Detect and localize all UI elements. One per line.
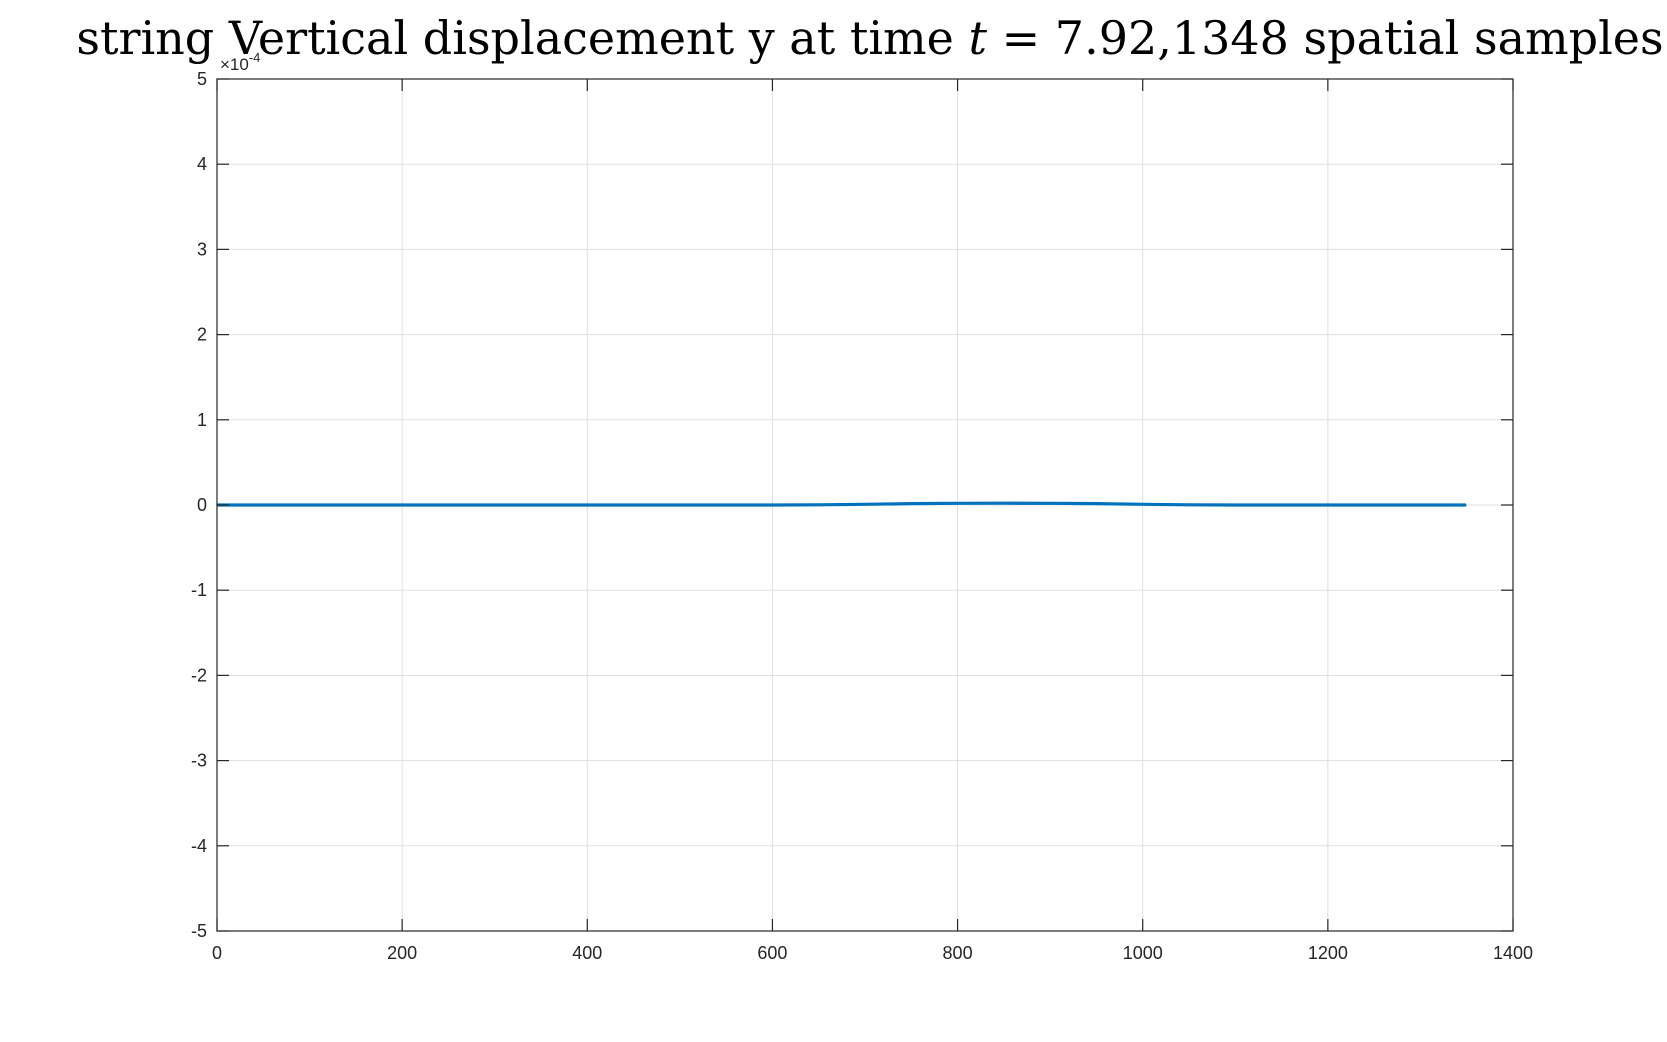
- y-tick-label: -4: [191, 836, 207, 856]
- series-line: [216, 501, 1467, 507]
- y-tick-label: -3: [191, 751, 207, 771]
- y-tick-label: 5: [197, 69, 207, 89]
- y-tick-label: 0: [197, 495, 207, 515]
- x-tick-label: 1200: [1308, 943, 1348, 963]
- y-tick-label: 4: [197, 154, 207, 174]
- tick-marks: [216, 78, 1514, 932]
- x-tick-label: 800: [943, 943, 973, 963]
- x-tick-label: 1400: [1493, 943, 1533, 963]
- y-axis-tick-labels: -5 -4 -3 -2 -1 0 1 2 3 4 5: [191, 69, 207, 941]
- x-axis-tick-labels: 0 200 400 600 800 1000 1200 1400: [212, 943, 1533, 963]
- y-tick-label: 1: [197, 410, 207, 430]
- series-layer: [216, 501, 1467, 507]
- y-tick-label: -1: [191, 580, 207, 600]
- x-tick-label: 0: [212, 943, 222, 963]
- y-tick-label: 3: [197, 239, 207, 259]
- x-tick-label: 200: [387, 943, 417, 963]
- y-tick-label: -5: [191, 921, 207, 941]
- x-tick-label: 400: [572, 943, 602, 963]
- chart-title: string Vertical displacement y at time t…: [76, 11, 1663, 65]
- x-tick-label: 1000: [1123, 943, 1163, 963]
- y-tick-label: 2: [197, 325, 207, 345]
- x-tick-label: 600: [757, 943, 787, 963]
- y-tick-label: -2: [191, 665, 207, 685]
- y-axis-exponent: ×10-4: [220, 50, 260, 74]
